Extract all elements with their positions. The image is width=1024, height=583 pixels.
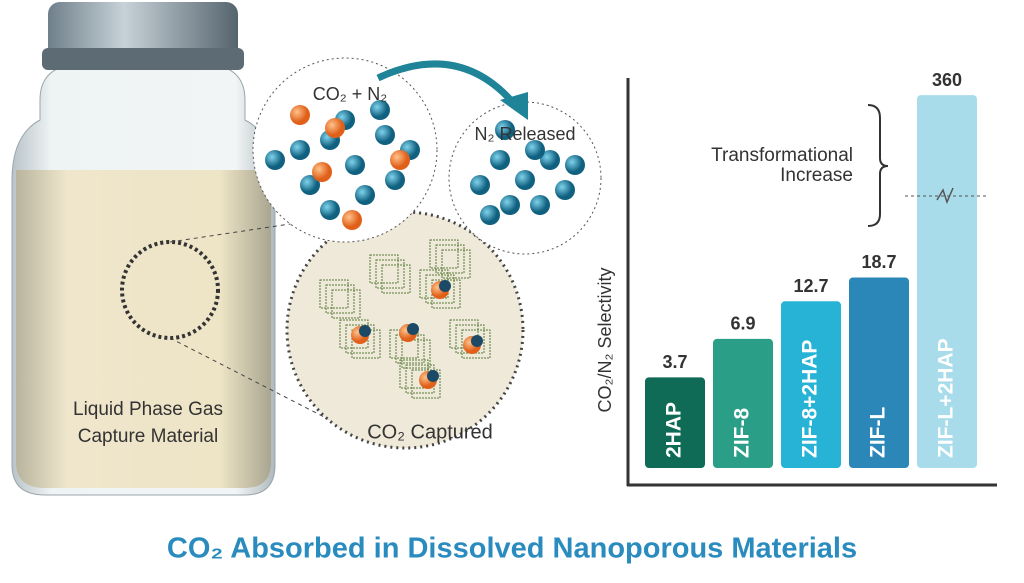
n2-molecule [525, 140, 545, 160]
co2-molecule [390, 150, 410, 170]
n2-molecule [565, 155, 585, 175]
bar [713, 338, 773, 468]
framework [401, 339, 431, 369]
annotation: Increase [780, 165, 853, 186]
n2-molecule [290, 140, 310, 160]
framework [425, 274, 455, 304]
framework [441, 249, 471, 279]
value-label: 18.7 [861, 252, 896, 272]
n2-molecule [320, 200, 340, 220]
bar [917, 95, 977, 468]
mixture-circle [252, 57, 438, 243]
arrow-head [500, 92, 528, 120]
category-label: ZIF-8 [731, 408, 754, 458]
n2-molecule [470, 175, 490, 195]
n2-molecule [495, 120, 515, 140]
n2-molecule [345, 155, 365, 175]
category-label: ZIF-8+2HAP [799, 340, 822, 458]
captured-label: CO₂ Captured [367, 421, 493, 443]
framework [411, 369, 441, 399]
co2-molecule [325, 118, 345, 138]
value-label: 3.7 [662, 352, 687, 372]
n2-molecule [375, 125, 395, 145]
category-label: 2HAP [663, 402, 686, 458]
framework [325, 284, 355, 314]
co2-molecule [312, 162, 332, 182]
n2-molecule [515, 170, 535, 190]
n2-molecule [385, 170, 405, 190]
value-label: 6.9 [730, 314, 755, 334]
value-label: 12.7 [793, 276, 828, 296]
framework [319, 279, 349, 309]
bar [781, 301, 841, 468]
co2-molecule [427, 370, 439, 382]
title: CO₂ Absorbed in Dissolved Nanoporous Mat… [167, 533, 857, 565]
co2-molecule [471, 335, 483, 347]
arrow [376, 60, 518, 108]
annotation: Transformational [711, 145, 853, 166]
value-label: 360 [932, 70, 962, 90]
co2-molecule [407, 323, 419, 335]
released-label: N₂ Released [474, 124, 575, 144]
framework [435, 244, 465, 274]
co2-molecule [359, 325, 371, 337]
framework [429, 239, 459, 269]
category-label: ZIF-L [867, 407, 890, 458]
co2-molecule [342, 210, 362, 230]
n2-molecule [480, 205, 500, 225]
n2-molecule [555, 180, 575, 200]
n2-molecule [370, 100, 390, 120]
framework [375, 259, 405, 289]
co2-molecule [439, 280, 451, 292]
n2-molecule [355, 185, 375, 205]
n2-molecule [540, 150, 560, 170]
framework [331, 289, 361, 319]
vial-label: Liquid Phase Gas [73, 399, 223, 420]
category-label: ZIF-L+2HAP [935, 338, 958, 458]
co2-molecule [290, 105, 310, 125]
bar [849, 277, 909, 468]
framework [369, 254, 399, 284]
framework [461, 329, 491, 359]
axis-break [936, 187, 954, 205]
n2-molecule [300, 175, 320, 195]
y-axis-label: CO₂/N₂ Selectivity [595, 267, 615, 412]
vial-label: Capture Material [78, 426, 218, 447]
framework [381, 264, 411, 294]
n2-molecule [490, 150, 510, 170]
bracket [867, 104, 889, 227]
framework [345, 324, 375, 354]
n2-molecule [500, 195, 520, 215]
n2-molecule [530, 195, 550, 215]
vial [11, 2, 351, 496]
bar [645, 377, 705, 468]
bars: 3.7 2HAP 6.9 ZIF-8 12.7 ZIF-8+2HAP 18.7 ZIF-L 36… [645, 70, 987, 468]
mixture-label: CO₂ + N₂ [313, 84, 388, 104]
n2-molecule [265, 150, 285, 170]
molecules [265, 100, 585, 399]
